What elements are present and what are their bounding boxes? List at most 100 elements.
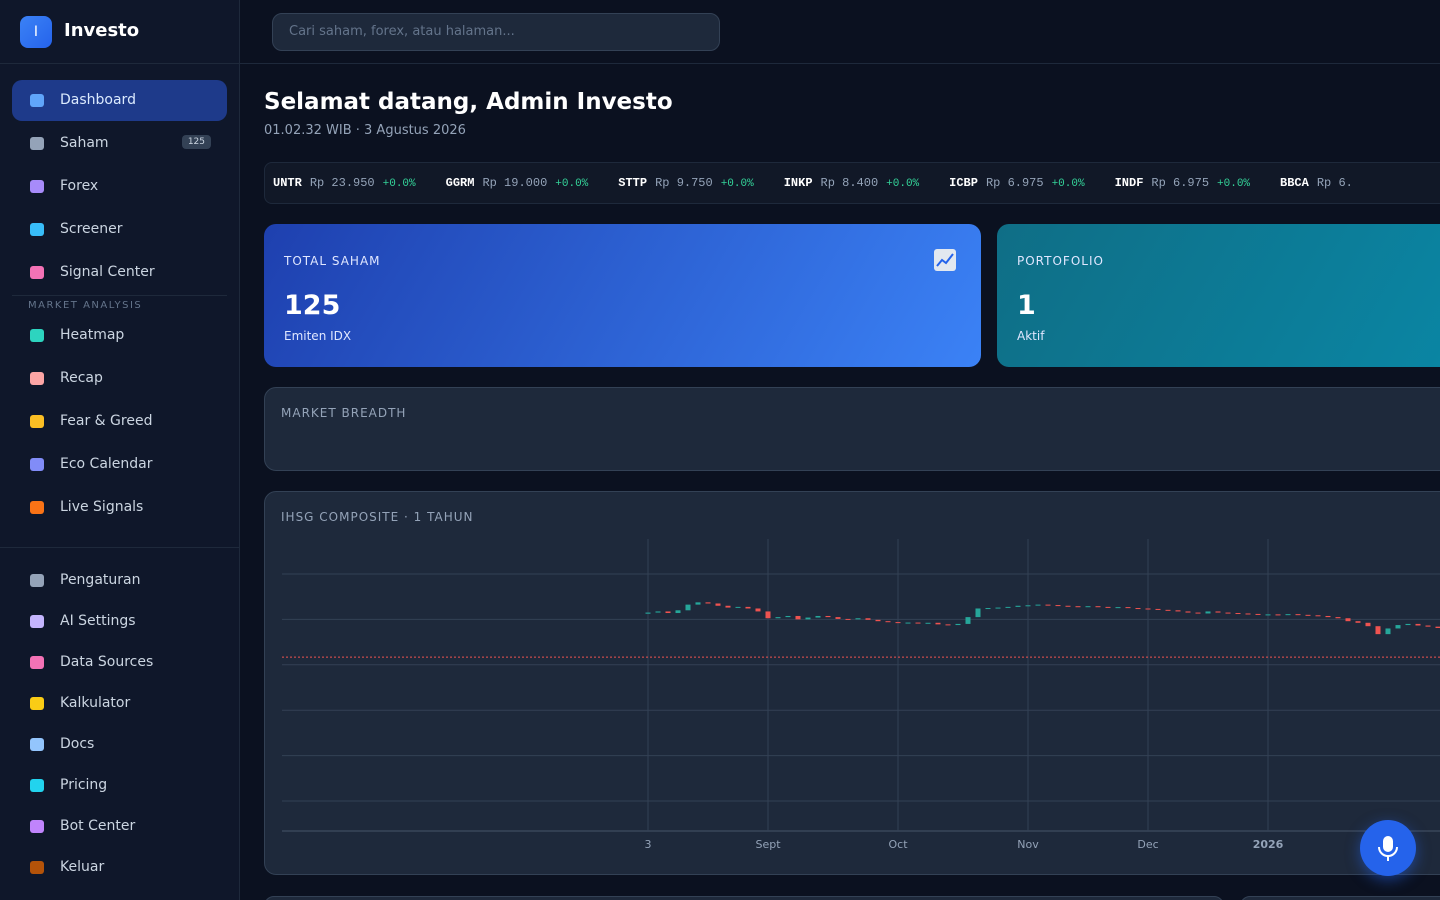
candle-body — [1065, 605, 1071, 607]
nav-item[interactable]: Eco Calendar — [12, 444, 227, 485]
candle-body — [1415, 623, 1421, 626]
candle-body — [975, 608, 981, 618]
ticker-item[interactable]: BBCA Rp 6. — [1280, 176, 1361, 190]
panel — [264, 896, 1224, 900]
ticker-item[interactable]: GGRM Rp 19.000 +0.0% — [446, 176, 589, 190]
nav-label: Forex — [60, 178, 99, 194]
nav-item[interactable]: Pricing — [12, 765, 227, 806]
nav-item[interactable]: Keluar — [12, 847, 227, 888]
candle-body — [1295, 614, 1301, 616]
nav-icon — [30, 372, 44, 385]
candle-body — [1305, 614, 1311, 616]
candle-body — [1135, 608, 1141, 610]
stat-card[interactable]: PORTOFOLIO 1 Aktif — [997, 224, 1440, 367]
candle-body — [1405, 623, 1411, 626]
candle-body — [685, 604, 691, 611]
ticker-item[interactable]: UNTR Rp 23.950 +0.0% — [273, 176, 416, 190]
candle-body — [1055, 605, 1061, 607]
ticker-symbol: ICBP — [949, 176, 978, 190]
nav-label: Heatmap — [60, 327, 125, 343]
ticker-change: +0.0% — [886, 178, 920, 190]
nav-item[interactable]: Bot Center — [12, 806, 227, 847]
candle-body — [895, 622, 901, 624]
candle-body — [675, 610, 681, 614]
nav-item[interactable]: Data Sources — [12, 642, 227, 683]
stat-card[interactable]: TOTAL SAHAM 125 Emiten IDX — [264, 224, 981, 367]
candle-body — [715, 603, 721, 606]
ticker-price: Rp 9.750 — [655, 176, 713, 190]
candle-body — [655, 611, 661, 613]
candle-body — [695, 602, 701, 605]
nav-icon — [30, 779, 44, 792]
candle-body — [1045, 604, 1051, 606]
ticker-price: Rp 6.975 — [985, 176, 1044, 190]
candle-body — [825, 615, 831, 618]
nav-item[interactable]: AI Settings — [12, 601, 227, 642]
candle-body — [1365, 622, 1371, 627]
ticker-price: Rp 19.000 — [482, 176, 548, 190]
card-value: 125 — [284, 290, 341, 321]
candle-body — [645, 612, 651, 614]
ticker-item[interactable]: INKP Rp 8.400 +0.0% — [784, 176, 919, 190]
candle-body — [1225, 612, 1231, 614]
logo[interactable]: I — [20, 16, 52, 48]
nav-item[interactable]: Fear & Greed — [12, 401, 227, 442]
candle-body — [1175, 610, 1181, 612]
card-label: TOTAL SAHAM — [284, 254, 381, 268]
candle-body — [1035, 604, 1041, 606]
candle-body — [985, 608, 991, 610]
candle-body — [875, 619, 881, 622]
brand[interactable]: Investo — [64, 20, 140, 41]
ticker-price: Rp 6. — [1316, 176, 1353, 190]
nav-item[interactable]: Saham 125 — [12, 123, 227, 164]
nav-label: Data Sources — [60, 654, 154, 670]
main: Cari saham, forex, atau halaman... Selam… — [240, 0, 1440, 900]
candle-body — [1355, 621, 1361, 623]
x-tick-label: Sept — [755, 838, 781, 851]
nav-icon — [30, 615, 44, 628]
card-caption: Aktif — [1017, 329, 1045, 343]
candle-body — [855, 618, 861, 620]
ticker-change: +0.0% — [555, 178, 589, 190]
nav-icon — [30, 861, 44, 874]
nav-icon — [30, 94, 44, 107]
ticker-symbol: INKP — [783, 176, 813, 190]
nav-label: Recap — [60, 370, 103, 386]
nav-item[interactable]: Screener — [12, 209, 227, 250]
ticker-item[interactable]: ICBP Rp 6.975 +0.0% — [949, 176, 1084, 190]
x-tick-label: Oct — [888, 838, 908, 851]
nav-icon — [30, 223, 44, 236]
voice-button[interactable] — [1360, 820, 1416, 876]
candle-body — [1435, 626, 1440, 629]
candle-body — [775, 617, 781, 619]
candle-body — [1425, 625, 1431, 627]
nav-item[interactable]: Recap — [12, 358, 227, 399]
candle-body — [1105, 606, 1111, 608]
chart-panel: IHSG COMPOSITE · 1 TAHUN 3 Sept Oct Nov Dec 2… — [264, 491, 1440, 875]
ticker-symbol: STTP — [618, 176, 648, 190]
nav-item[interactable]: Signal Center — [12, 252, 227, 293]
card-label: PORTOFOLIO — [1017, 254, 1104, 268]
nav-label: Kalkulator — [60, 695, 131, 711]
ticker-item[interactable]: INDF Rp 6.975 +0.0% — [1115, 176, 1250, 190]
candle-body — [755, 608, 761, 612]
nav-label: Pricing — [60, 777, 108, 793]
nav-item[interactable]: Kalkulator — [12, 683, 227, 724]
nav-item[interactable]: Pengaturan — [12, 560, 227, 601]
nav-icon — [30, 458, 44, 471]
nav-item[interactable]: Live Signals — [12, 487, 227, 528]
candle-body — [1255, 613, 1261, 615]
candle-body — [1025, 605, 1031, 607]
candle-body — [1125, 607, 1131, 609]
candle-body — [1345, 618, 1351, 622]
ticker-item[interactable]: STTP Rp 9.750 +0.0% — [618, 176, 753, 190]
nav-item[interactable]: Forex — [12, 166, 227, 207]
candle-body — [1375, 626, 1381, 635]
nav-badge: 125 — [181, 135, 211, 149]
nav-item[interactable]: Docs — [12, 724, 227, 765]
search-input[interactable]: Cari saham, forex, atau halaman... — [272, 13, 720, 51]
nav-item[interactable]: Dashboard — [12, 80, 227, 121]
nav-item[interactable]: Heatmap — [12, 315, 227, 356]
